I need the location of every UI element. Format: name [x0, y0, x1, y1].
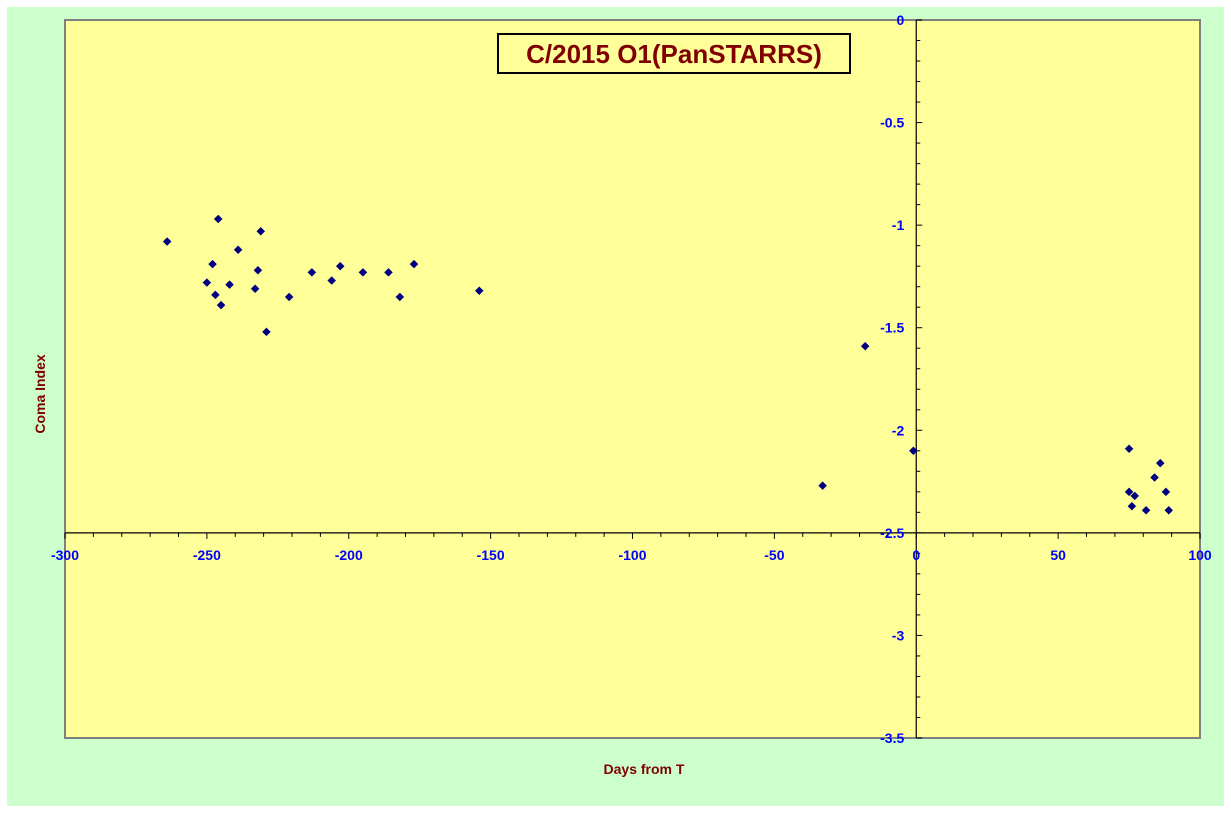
data-point [1164, 505, 1174, 515]
x-tick-label: -50 [764, 547, 784, 563]
data-point [233, 245, 243, 255]
x-tick-label: 0 [912, 547, 920, 563]
x-tick-label: -250 [193, 547, 221, 563]
data-point [253, 265, 263, 275]
y-tick-label: -2 [892, 422, 905, 438]
x-tick-label: -200 [335, 547, 363, 563]
data-point [1130, 491, 1140, 501]
x-tick-label: 50 [1050, 547, 1066, 563]
data-point [1124, 487, 1134, 497]
y-axis-title: Coma Index [32, 354, 48, 434]
chart-title: C/2015 O1(PanSTARRS) [526, 39, 822, 69]
x-tick-label: -300 [51, 547, 79, 563]
data-point [256, 226, 266, 236]
data-point [225, 280, 234, 289]
plot-area [64, 19, 1201, 739]
data-point [335, 261, 345, 271]
x-axis-title: Days from T [604, 761, 685, 777]
y-tick-label: -1.5 [880, 320, 904, 336]
data-point [818, 481, 827, 491]
data-point [358, 267, 368, 277]
data-point [284, 292, 294, 302]
data-point [202, 278, 212, 287]
data-point [208, 259, 217, 269]
chart-area: -300 -250 -200 -150 -100 -50 0 50 100 0 -0.5 -1 -1.… [7, 7, 1224, 806]
data-point [250, 284, 260, 294]
y-tick-label: -1 [892, 217, 905, 233]
x-tick-label: -150 [477, 547, 505, 563]
y-tick-label: -0.5 [880, 115, 904, 131]
y-tick-label: -3 [892, 627, 905, 643]
data-point [211, 290, 220, 300]
data-point [213, 214, 223, 224]
data-point [474, 286, 484, 296]
data-points [162, 214, 1174, 515]
data-point [384, 267, 393, 277]
y-tick-label: -3.5 [880, 730, 904, 746]
data-point [1127, 501, 1137, 511]
chart-svg: -300 -250 -200 -150 -100 -50 0 50 100 0 -0.5 -1 -1.… [32, 12, 1212, 777]
data-point [162, 237, 172, 246]
data-point [307, 267, 317, 277]
data-point [909, 446, 918, 456]
data-point [262, 327, 271, 337]
y-axis [915, 19, 923, 739]
y-tick-labels: 0 -0.5 -1 -1.5 -2 -2.5 -3 -3.5 [880, 12, 904, 746]
data-point [1141, 505, 1151, 515]
x-tick-label: -100 [618, 547, 646, 563]
data-point [1150, 473, 1159, 482]
data-point [1155, 458, 1165, 468]
x-tick-labels: -300 -250 -200 -150 -100 -50 0 50 100 [51, 547, 1212, 563]
data-point [409, 259, 419, 269]
data-point [327, 276, 337, 285]
x-tick-label: 100 [1188, 547, 1212, 563]
x-axis [64, 532, 1201, 539]
data-point [1161, 487, 1171, 497]
chart-title-box: C/2015 O1(PanSTARRS) [497, 33, 851, 74]
y-tick-label: -2.5 [880, 525, 904, 541]
data-point [395, 292, 405, 302]
data-point [860, 341, 870, 351]
y-tick-label: 0 [896, 12, 904, 28]
data-point [216, 300, 226, 310]
data-point [1124, 444, 1134, 454]
